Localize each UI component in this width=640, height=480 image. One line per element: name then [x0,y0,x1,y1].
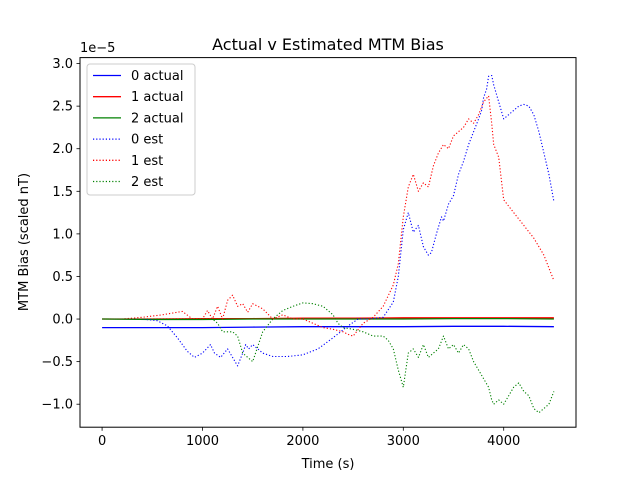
legend-label: 2 est [131,175,163,190]
series-line-2-est [102,302,555,414]
series-line-2-actual [102,317,554,321]
series-line-0-est [102,74,555,367]
x-tick-label: 3000 [387,434,420,449]
y-tick-label: 2.5 [52,100,73,115]
y-tick-label: 2.0 [52,142,73,157]
legend-label: 2 actual [131,111,183,126]
y-tick-label: 1.0 [52,227,73,242]
y-tick-label: 0.5 [52,270,73,285]
x-tick-label: 4000 [487,434,520,449]
series-line-1-est [102,95,555,337]
legend-label: 1 actual [131,90,183,105]
x-tick-label: 2000 [286,434,319,449]
y-tick-label: −0.5 [41,355,73,370]
y-tick-label: 3.0 [52,57,73,72]
chart-title: Actual v Estimated MTM Bias [212,35,444,54]
series-line-1-actual [102,317,554,320]
series-layer [102,74,555,414]
legend: 0 actual 1 actual 2 actual 0 est 1 est 2 est [86,63,196,196]
plot-area-frame [79,57,577,428]
x-ticks: 0 1000 2000 3000 4000 [98,427,520,449]
legend-label: 0 est [131,133,163,148]
y-axis-label: MTM Bias (scaled nT) [17,173,32,311]
y-tick-label: 0.0 [52,313,73,328]
y-ticks: −1.0 −0.5 0.0 0.5 1.0 1.5 2.0 2.5 3.0 [41,57,80,413]
y-tick-label: 1.5 [52,185,73,200]
y-tick-label: −1.0 [41,398,73,413]
legend-label: 1 est [131,154,163,169]
x-tick-label: 1000 [186,434,219,449]
series-line-0-actual [102,325,554,329]
x-tick-label: 0 [98,434,106,449]
x-axis-label: Time (s) [301,457,355,472]
legend-label: 0 actual [131,69,183,84]
y-offset-label: 1e−5 [80,41,115,56]
